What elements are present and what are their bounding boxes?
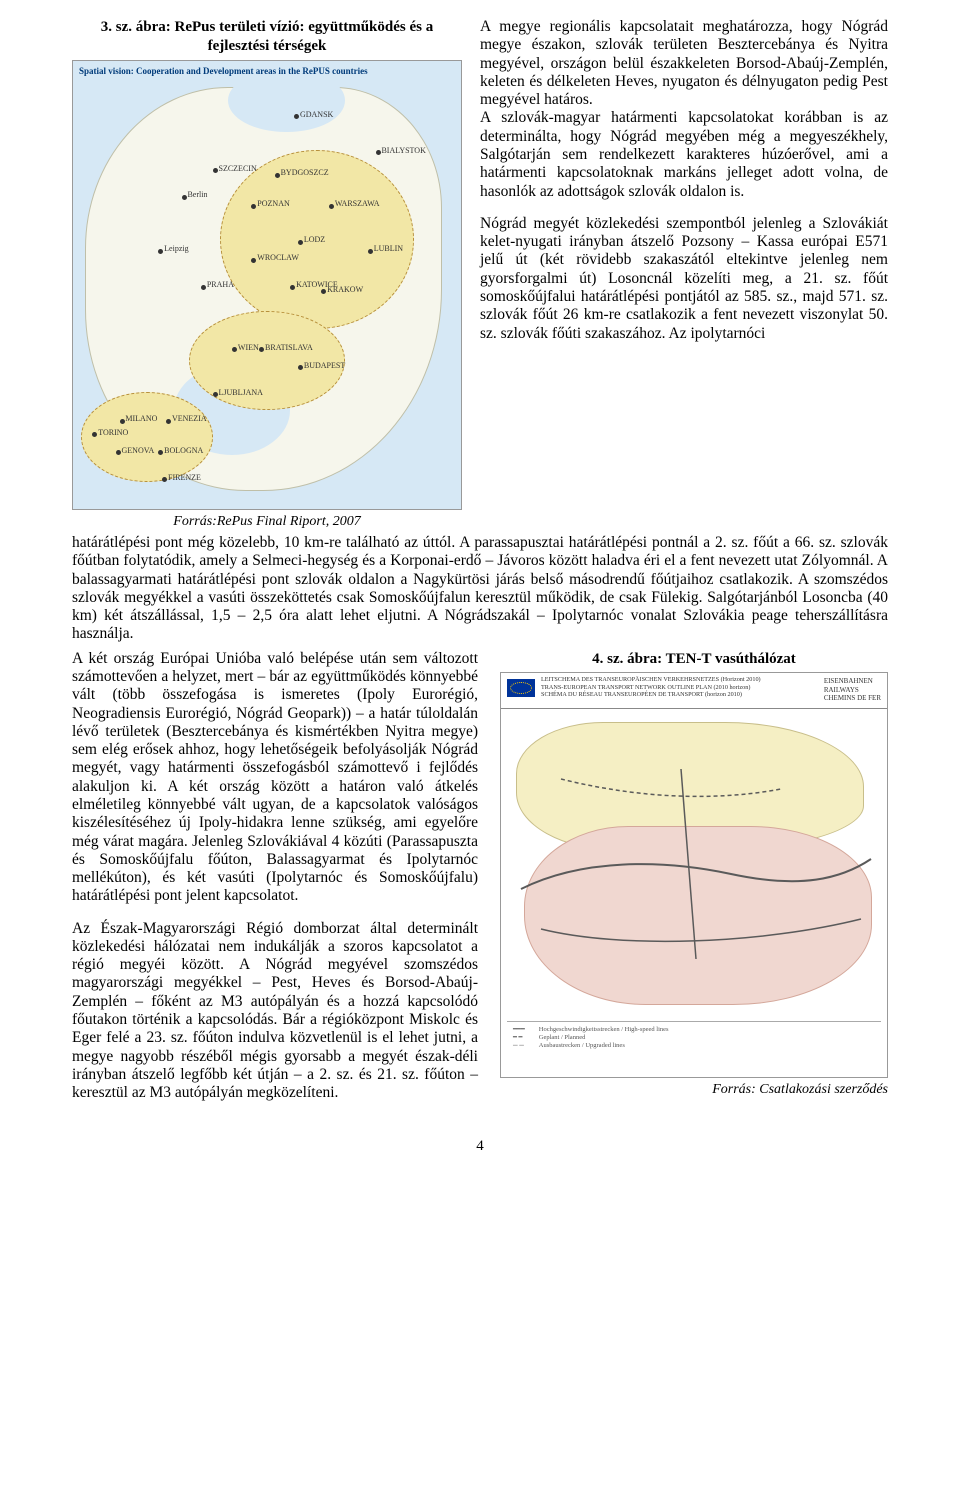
city-label: KRAKOW (327, 285, 363, 294)
city-label: SZCZECIN (219, 164, 257, 173)
figure-4-canvas (501, 709, 887, 1017)
city-label: TORINO (98, 428, 128, 437)
figure-3-block: 3. sz. ábra: RePus területi vízió: együt… (72, 18, 462, 530)
figure-4-header-right: EISENBAHNEN RAILWAYS CHEMINS DE FER (824, 677, 881, 702)
city-label: LODZ (304, 235, 325, 244)
figure-3-caption: 3. sz. ábra: RePus területi vízió: együt… (72, 18, 462, 56)
paragraph-transport-a: Nógrád megyét közlekedési szempontból je… (480, 215, 888, 343)
city-label: WARSZAWA (335, 199, 380, 208)
city-dot (376, 150, 381, 155)
city-dot (213, 392, 218, 397)
paragraph-transport-b: határátlépési pont még közelebb, 10 km-r… (72, 534, 888, 644)
city-dot (298, 240, 303, 245)
city-dot (329, 204, 334, 209)
figure-4-source: Forrás: Csatlakozási szerződés (500, 1082, 888, 1099)
map-baltic (228, 69, 344, 132)
city-label: BIALYSTOK (381, 146, 425, 155)
city-dot (275, 173, 280, 178)
city-label: BOLOGNA (164, 446, 203, 455)
city-label: FIRENZE (168, 473, 201, 482)
legend-col-2: Hochgeschwindigkeitsstrecken / High-spee… (539, 1026, 875, 1067)
figure-3-map: Spatial vision: Cooperation and Developm… (72, 60, 462, 510)
city-label: POZNAN (257, 199, 289, 208)
city-dot (368, 249, 373, 254)
city-dot (290, 285, 295, 290)
figure-4-legend: ━━━━ ━─ ─ Hochgeschwindigkeitsstrecken /… (507, 1021, 881, 1071)
lower-two-column: A két ország Európai Unióba való belépés… (72, 650, 888, 1103)
city-label: Leipzig (164, 244, 188, 253)
city-dot (116, 450, 121, 455)
city-label: LUBLIN (374, 244, 403, 253)
city-label: BRATISLAVA (265, 343, 313, 352)
top-right-text: A megye regionális kapcsolatait meghatár… (480, 18, 888, 343)
figure-3-map-title: Spatial vision: Cooperation and Developm… (79, 67, 368, 77)
city-dot (182, 195, 187, 200)
figure-4-header: LEITSCHEMA DES TRANSEUROPÄISCHEN VERKEHR… (501, 673, 887, 709)
eu-flag-icon (507, 679, 535, 697)
figure-4-map: LEITSCHEMA DES TRANSEUROPÄISCHEN VERKEHR… (500, 672, 888, 1078)
city-label: VENEZIA (172, 414, 207, 423)
city-label: GDANSK (300, 110, 333, 119)
city-label: GENOVA (122, 446, 155, 455)
city-label: MILANO (125, 414, 157, 423)
top-two-column: 3. sz. ábra: RePus területi vízió: együt… (72, 18, 888, 530)
paragraph-border-relations: A szlovák-magyar határmenti kapcsolatoka… (480, 109, 888, 200)
city-label: BUDAPEST (304, 361, 345, 370)
figure-4-caption: 4. sz. ábra: TEN-T vasúthálózat (500, 650, 888, 669)
page-number: 4 (72, 1138, 888, 1156)
figure-4-header-left: LEITSCHEMA DES TRANSEUROPÄISCHEN VERKEHR… (541, 676, 761, 697)
paragraph-eu-accession: A két ország Európai Unióba való belépés… (72, 650, 478, 906)
city-dot (201, 285, 206, 290)
city-label: PRAHA (207, 280, 234, 289)
figure-3-source: Forrás:RePus Final Riport, 2007 (72, 514, 462, 531)
city-label: Berlin (187, 190, 207, 199)
paragraph-north-hungary-region: Az Észak-Magyarországi Régió domborzat á… (72, 920, 478, 1103)
city-label: BYDGOSZCZ (281, 168, 329, 177)
rail-lines-icon (501, 709, 887, 1017)
city-label: LJUBLJANA (219, 388, 263, 397)
lower-text-column: A két ország Európai Unióba való belépés… (72, 650, 478, 1103)
figure-4-block: 4. sz. ábra: TEN-T vasúthálózat LEITSCHE… (500, 650, 888, 1099)
paragraph-regional-relations: A megye regionális kapcsolatait meghatár… (480, 18, 888, 109)
city-label: WIEN (238, 343, 259, 352)
city-dot (120, 419, 125, 424)
city-dot (166, 419, 171, 424)
city-dot (213, 168, 218, 173)
city-label: WROCLAW (257, 253, 299, 262)
legend-col-1: ━━━━ ━─ ─ (513, 1026, 525, 1067)
